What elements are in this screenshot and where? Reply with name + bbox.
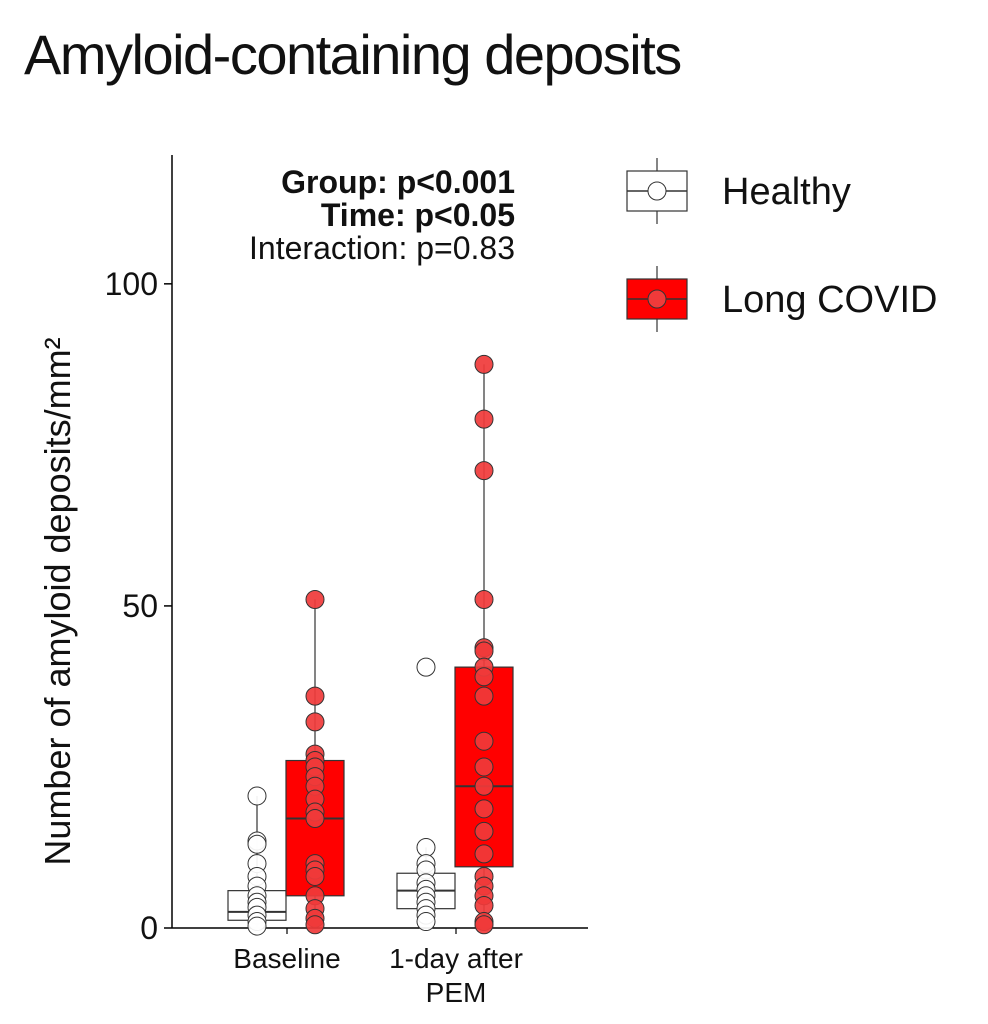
x-tick-label: 1-day after	[389, 943, 523, 974]
data-point	[474, 895, 494, 915]
data-point	[247, 916, 267, 936]
data-point	[474, 354, 494, 374]
y-tick-label: 50	[122, 588, 158, 624]
data-point	[474, 641, 494, 661]
stats-annotation: Interaction: p=0.83	[249, 230, 515, 266]
legend-label: Long COVID	[722, 279, 937, 321]
axes: 0 50 100 Number of amyloid deposits/mm² Base…	[37, 155, 588, 1008]
data-point	[474, 757, 494, 777]
y-tick-label: 0	[140, 910, 158, 946]
data-points	[247, 354, 494, 936]
data-point	[474, 686, 494, 706]
data-point	[474, 776, 494, 796]
legend-marker	[647, 181, 667, 201]
data-point	[474, 409, 494, 429]
data-point	[474, 821, 494, 841]
x-tick-label: Baseline	[233, 943, 340, 974]
stats-annotation: Time: p<0.05	[321, 197, 515, 233]
data-point	[305, 686, 325, 706]
data-point	[474, 731, 494, 751]
data-point	[416, 657, 436, 677]
data-point	[474, 667, 494, 687]
legend: Healthy Long COVID	[626, 158, 937, 332]
data-point	[305, 589, 325, 609]
data-point	[474, 589, 494, 609]
data-point	[305, 808, 325, 828]
y-axis-label: Number of amyloid deposits/mm²	[37, 337, 78, 865]
stats-annotation: Group: p<0.001	[281, 164, 515, 200]
data-point	[247, 786, 267, 806]
legend-entry: Long COVID	[626, 266, 937, 332]
legend-entry: Healthy	[626, 158, 851, 224]
x-tick-label: PEM	[426, 977, 487, 1008]
data-point	[474, 461, 494, 481]
data-point	[416, 912, 436, 932]
y-tick-label: 100	[105, 266, 158, 302]
boxplots	[227, 364, 514, 928]
legend-marker	[647, 289, 667, 309]
page-title: Amyloid-containing deposits	[24, 23, 682, 86]
data-point	[247, 834, 267, 854]
data-point	[474, 844, 494, 864]
data-point	[305, 712, 325, 732]
data-point	[416, 837, 436, 857]
data-point	[305, 866, 325, 886]
data-point	[474, 915, 494, 935]
legend-label: Healthy	[722, 171, 851, 213]
data-point	[474, 799, 494, 819]
data-point	[305, 915, 325, 935]
